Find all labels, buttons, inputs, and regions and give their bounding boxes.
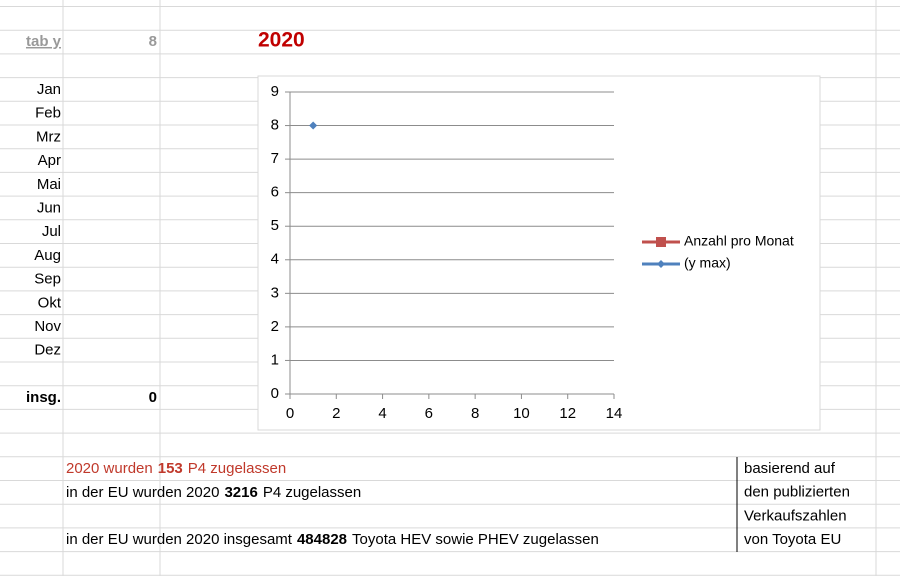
line-text: in der EU wurden 2020 insgesamt (66, 531, 293, 548)
y-tick-label: 3 (271, 284, 279, 301)
year-title: 2020 (258, 29, 305, 52)
y-tick-label: 4 (271, 251, 279, 268)
total-label: insg. (26, 389, 61, 406)
y-tick-label: 0 (271, 385, 279, 402)
month-label: Jun (37, 199, 61, 216)
month-label: Aug (34, 247, 61, 264)
note-line: basierend auf (744, 460, 836, 477)
line-number: 484828 (297, 531, 347, 548)
line-text: P4 zugelassen (263, 484, 361, 501)
month-label: Dez (34, 342, 61, 359)
month-label: Nov (34, 318, 61, 335)
note-line: von Toyota EU (744, 531, 841, 548)
note-line: den publizierten (744, 484, 850, 501)
x-tick-label: 2 (332, 405, 340, 422)
summary-line: in der EU wurden 2020 3216 P4 zugelassen (66, 484, 361, 501)
x-tick-label: 0 (286, 405, 294, 422)
legend-label: (y max) (684, 255, 731, 271)
line-number: 153 (158, 460, 183, 477)
x-tick-label: 8 (471, 405, 479, 422)
summary-line: in der EU wurden 2020 insgesamt 484828 Toy… (66, 531, 599, 548)
note-line: Verkaufszahlen (744, 507, 847, 524)
tab-y-label: tab y (26, 33, 62, 50)
month-label: Jan (37, 81, 61, 98)
line-text: Toyota HEV sowie PHEV zugelassen (352, 531, 599, 548)
line-text: P4 zugelassen (188, 460, 286, 477)
month-label: Okt (38, 294, 62, 311)
legend-marker (657, 260, 665, 268)
y-tick-label: 2 (271, 318, 279, 335)
y-tick-label: 6 (271, 184, 279, 201)
legend-label: Anzahl pro Monat (684, 233, 794, 249)
data-point (309, 121, 318, 130)
x-tick-label: 4 (378, 405, 386, 422)
month-label: Feb (35, 105, 61, 122)
month-label: Sep (34, 271, 61, 288)
x-tick-label: 6 (425, 405, 433, 422)
line-number: 3216 (224, 484, 257, 501)
line-text: in der EU wurden 2020 (66, 484, 219, 501)
x-tick-label: 10 (513, 405, 530, 422)
tab-y-value: 8 (149, 33, 157, 50)
month-label: Mrz (36, 128, 61, 145)
y-tick-label: 8 (271, 117, 279, 134)
legend-marker (656, 237, 666, 247)
total-value: 0 (149, 389, 157, 406)
x-tick-label: 14 (606, 405, 623, 422)
chart-area (257, 75, 821, 431)
x-tick-label: 12 (559, 405, 576, 422)
month-label: Apr (38, 152, 61, 169)
summary-line: 2020 wurden 153 P4 zugelassen (66, 460, 286, 477)
y-tick-label: 5 (271, 217, 279, 234)
y-tick-label: 7 (271, 150, 279, 167)
month-label: Jul (42, 223, 61, 240)
y-tick-label: 9 (271, 83, 279, 100)
month-label: Mai (37, 176, 61, 193)
y-tick-label: 1 (271, 351, 279, 368)
line-text: 2020 wurden (66, 460, 153, 477)
